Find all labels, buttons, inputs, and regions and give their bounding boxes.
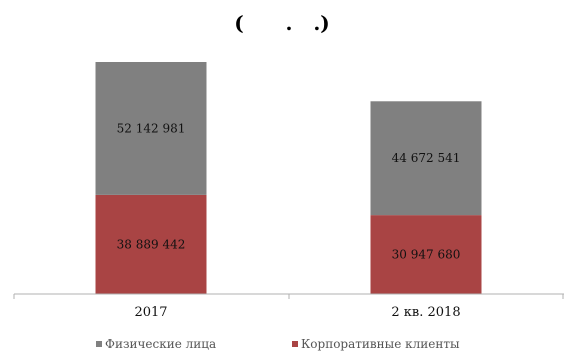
legend-item: Физические лица	[96, 337, 216, 351]
legend-swatch	[292, 341, 298, 347]
data-label: 52 142 981	[117, 121, 186, 135]
data-label: 38 889 442	[117, 237, 186, 251]
legend-swatch	[96, 341, 102, 347]
x-tick-label: 2 кв. 2018	[391, 305, 460, 320]
legend-label: Физические лица	[105, 337, 216, 351]
x-tick-label: 2017	[134, 305, 167, 320]
legend-item: Корпоративные клиенты	[292, 337, 460, 351]
chart-title: ( . .)	[234, 11, 330, 35]
data-label: 30 947 680	[392, 248, 461, 262]
bar-corporate-0	[95, 194, 207, 294]
bar-individuals-0	[95, 62, 207, 195]
data-label: 44 672 541	[392, 151, 461, 165]
legend-label: Корпоративные клиенты	[301, 337, 460, 351]
bar-individuals-1	[370, 101, 482, 216]
bar-corporate-1	[370, 215, 482, 294]
